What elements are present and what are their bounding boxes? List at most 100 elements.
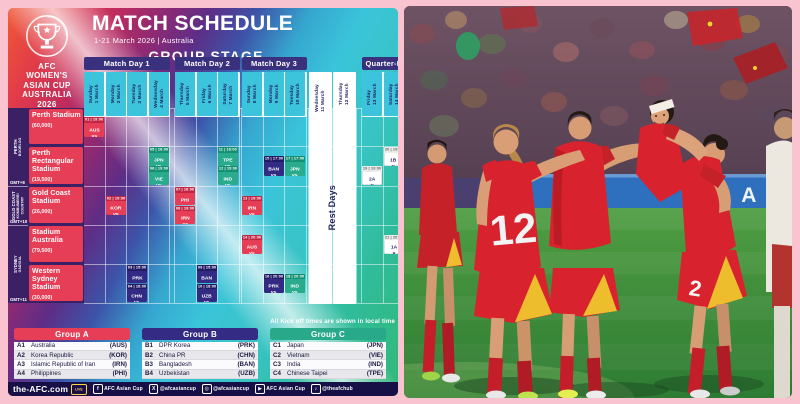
day-label: Wednesday 11 March	[314, 84, 326, 112]
match-teams-text: VIEvsIND	[154, 176, 163, 185]
match-cell-header: 21 | 20:00	[383, 234, 398, 240]
vs-label: vs	[270, 171, 277, 176]
match-teams-text: INDvsJPN	[223, 176, 233, 185]
team-code: (IRN)	[112, 360, 127, 368]
home-team: IND	[223, 176, 233, 182]
group-team-row: B4 Uzbekistan (UZB)	[142, 369, 258, 380]
venue-capacity: (19,500)	[32, 175, 53, 182]
match-teams-text: 1Bv2C	[390, 156, 397, 166]
day-label: Saturday 7 March	[222, 83, 234, 105]
match-no-time: 02 | 19:00	[106, 196, 125, 201]
match-cell: 12 | 19:00 INDvsJPN	[218, 166, 239, 185]
day-date: 6 March	[206, 84, 212, 104]
gridline-h	[84, 302, 398, 304]
day-date: 2 March	[115, 84, 121, 104]
zone-country: BOORLOO	[18, 137, 23, 157]
match-cell-header: 10 | 18:00	[196, 283, 217, 290]
team-code: (BAN)	[237, 360, 255, 368]
day-header: Friday 6 March	[196, 72, 217, 116]
social-handle: @afcasiancup	[159, 386, 197, 392]
vs-label: v	[392, 162, 395, 166]
social-handle: AFC Asian Cup	[266, 386, 306, 392]
day-label: Tuesday 3 March	[131, 84, 143, 104]
match-cell: 04 | 18:00 CHNvsBAN	[127, 283, 148, 302]
match-teams: JPNvsTPE	[149, 153, 169, 166]
group-table: Group A A1 Australia (AUS) A2 Korea Republic (…	[14, 328, 130, 380]
match-cell-header: 07 | 16:00	[175, 187, 196, 193]
gridline-h	[84, 224, 398, 226]
venue-cell: Perth Stadium (60,000)	[29, 109, 83, 144]
gridline-v	[104, 108, 106, 303]
match-cell: 06 | 19:00 VIEvsIND	[148, 166, 169, 185]
social-item: ▶ AFC Asian Cup	[255, 384, 305, 394]
day-date: 4 March	[158, 88, 164, 108]
social-item: f AFC Asian Cup	[93, 384, 143, 394]
team-code: (PRK)	[237, 342, 255, 350]
team-position: A2	[17, 351, 25, 359]
match-cell: 10 | 18:00 UZBvsCHN	[196, 283, 217, 302]
day-date: 12 March	[344, 83, 350, 106]
celebration-photo: NS A	[404, 6, 792, 398]
match-teams-text: IRNvsAUS	[180, 216, 190, 224]
group-team-row: B1 DPR Korea (PRK)	[142, 341, 258, 351]
timezone-band: SYDNEY GADIGAL GMT+11	[8, 225, 28, 303]
match-teams: VIEvsIND	[149, 172, 169, 185]
jersey-number-12: 12	[488, 204, 539, 255]
social-item: ♪ @theafchub	[311, 384, 353, 394]
match-cell: 07 | 16:00 PHIvsKOR	[175, 187, 196, 206]
match-teams-text: UZBvsCHN	[201, 294, 212, 302]
day-label: Sunday 1 March	[88, 85, 100, 104]
group-team-row: B2 China PR (CHN)	[142, 350, 258, 361]
vs-label: vs	[203, 299, 210, 302]
match-cell-header: 17 | 17:00	[285, 156, 306, 162]
match-teams: UZBvsCHN	[197, 289, 217, 302]
home-team: CHN	[131, 293, 143, 300]
vs-label: vs	[155, 162, 162, 166]
match-cell-header: 12 | 19:00	[218, 166, 239, 172]
match-no-time: 16 | 20:00	[264, 274, 283, 279]
home-team: IRN	[180, 215, 190, 222]
venue-cell: Western Sydney Stadium (30,000)	[29, 265, 83, 301]
home-team: 1B	[390, 156, 397, 163]
venue-name: Perth Stadium	[32, 112, 81, 119]
day-dow: Wednesday	[152, 80, 158, 108]
day-header: Tuesday 10 March	[285, 72, 306, 116]
match-cell-header: 18 | 20:00	[285, 273, 306, 279]
match-teams: BANvsPRK	[197, 271, 217, 283]
day-header: Friday 13 March	[362, 72, 383, 116]
team-position: B1	[145, 342, 153, 350]
celebration-illustration: NS A	[404, 6, 792, 398]
gridline-v	[169, 108, 170, 303]
team-code: (CHN)	[237, 351, 255, 359]
match-teams: INDvsTPE	[285, 279, 305, 293]
vs-label: vs	[112, 210, 119, 215]
day-dow: Friday	[200, 88, 206, 104]
gridline-h	[84, 263, 398, 265]
youtube-icon: ▶	[255, 384, 265, 394]
vs-label: vs	[292, 288, 298, 293]
match-teams-text: PRKvsUZB	[132, 275, 142, 283]
match-cell: 21 | 20:00 1Av3BC	[383, 234, 398, 254]
player-right-bowing: 2	[677, 134, 747, 398]
facebook-icon: f	[93, 384, 103, 394]
home-team: PRK	[268, 283, 279, 289]
vietnam-flags	[500, 6, 788, 84]
match-no-time: 17 | 17:00	[285, 156, 305, 161]
group-team-row: A4 Philippines (PHI)	[14, 369, 130, 380]
match-cell: 19 | 19:00 2Av2B	[362, 166, 383, 185]
social-handle: @theafchub	[322, 386, 353, 392]
match-cell-header: 06 | 19:00	[148, 166, 169, 172]
match-no-time: 15 | 17:00	[264, 156, 283, 161]
match-cell-header: 03 | 15:00	[127, 265, 148, 271]
match-teams: BANvsUZB	[264, 162, 284, 176]
rest-day-column: Wednesday 11 March	[309, 72, 332, 304]
matchday-header: Quarter-Finals	[361, 57, 398, 70]
day-header: Tuesday 3 March	[127, 72, 148, 116]
match-cell: 16 | 20:00 PRKvsCHN	[263, 273, 284, 293]
team-name: China PR	[159, 351, 186, 359]
match-no-time: 20 | 19:00	[384, 147, 398, 152]
gridline-v	[147, 108, 149, 303]
logo-text-line: ASIAN CUP	[23, 80, 71, 90]
match-cell-header: 14 | 20:00	[242, 234, 263, 240]
group-header: Group B	[142, 328, 258, 340]
